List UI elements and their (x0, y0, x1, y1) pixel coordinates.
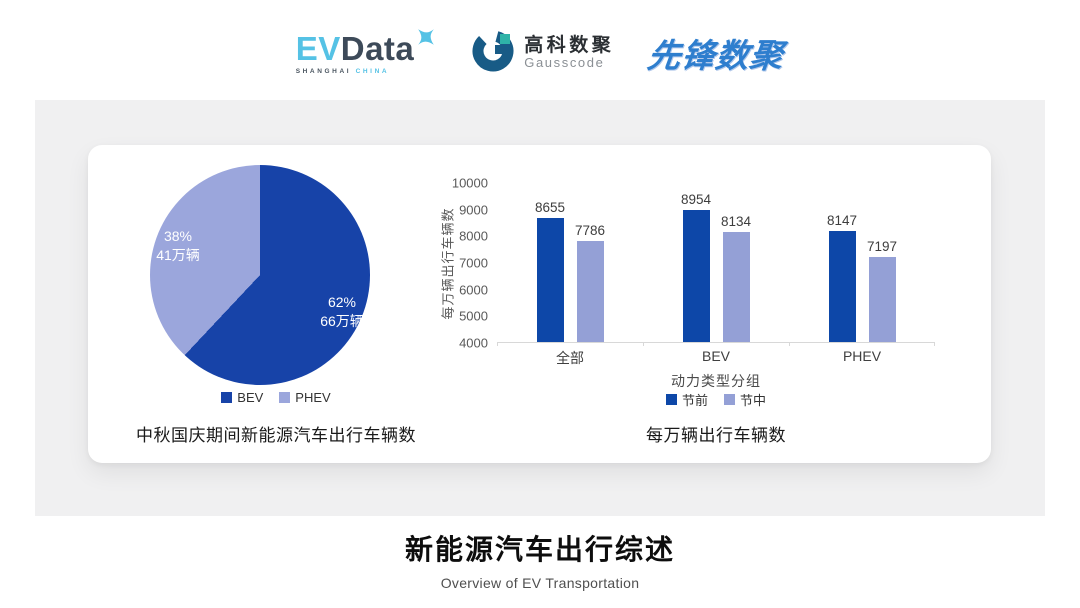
pie-slice-label-phev: 38% 41万辆 (133, 227, 223, 265)
bar-节前-全部 (536, 217, 564, 342)
evdata-ev-text: EV (295, 29, 341, 67)
bar-plot: 8655 7786 8954 8134 8147 7197 (497, 183, 935, 346)
legend-swatch (221, 392, 233, 403)
bar-节中-全部 (576, 241, 604, 342)
evdata-tagline-left: SHANGHAI (295, 67, 352, 75)
x-tick-label: BEV (701, 348, 730, 364)
footer: 新能源汽车出行综述 Overview of EV Transportation (0, 528, 1080, 591)
pie-slice-label-bev: 62% 66万辆 (292, 293, 392, 331)
bar-wrap: 8147 (827, 213, 857, 342)
y-tick-label: 4000 (459, 335, 488, 351)
legend-item-节前: 节前 (665, 390, 708, 409)
axis-tick-mark (934, 342, 935, 346)
bar-chart-title: 每万辆出行车辆数 (646, 426, 786, 445)
legend-swatch (279, 392, 291, 403)
legend-swatch (724, 394, 735, 405)
pie-slice-phev-pct: 38% (163, 228, 193, 244)
bar-节前-BEV (682, 209, 710, 342)
bar-group-全部: 8655 7786 (497, 183, 643, 342)
legend-label: PHEV (295, 390, 331, 405)
content-panel: 38% 41万辆 62% 66万辆 BEV PHEV 中秋国庆期间新能源汽车出行车… (35, 100, 1045, 516)
axis-tick-mark (642, 342, 644, 346)
page-subtitle: Overview of EV Transportation (440, 575, 640, 591)
pie-graphic (150, 165, 370, 385)
pie-chart: 38% 41万辆 62% 66万辆 BEV PHEV 中秋国庆期间新能源汽车出行车… (88, 145, 464, 463)
bar-chart: 每万辆出行车辆数 4000 5000 6000 7000 8000 9000 10000 8… (438, 145, 991, 463)
bar-节中-PHEV (868, 256, 896, 342)
axis-tick-mark (497, 342, 498, 346)
gausscode-cn-text: 高科数聚 (524, 34, 615, 56)
pie-legend: BEV PHEV (88, 390, 464, 405)
evdata-logo: EV Data SHANGHAI CHINA (295, 28, 438, 75)
legend-swatch (665, 394, 677, 405)
bar-wrap: 7197 (867, 239, 897, 342)
pie-slice-bev-count: 66万辆 (320, 312, 364, 329)
legend-label: 节中 (740, 393, 767, 408)
evdata-data-text: Data (340, 29, 415, 67)
bar-wrap: 7786 (575, 223, 605, 342)
gausscode-g-icon (471, 29, 515, 78)
axis-tick-mark (789, 342, 790, 346)
y-tick-label: 6000 (459, 282, 488, 298)
bar-节中-BEV (722, 231, 750, 342)
bar-x-tick-labels: 全部 BEV PHEV (497, 348, 935, 368)
evdata-tagline: SHANGHAI CHINA (296, 68, 389, 75)
bar-y-ticks: 4000 5000 6000 7000 8000 9000 10000 (438, 176, 488, 351)
bar-group-bev: 8954 8134 (643, 183, 789, 342)
bar-wrap: 8655 (535, 200, 565, 342)
y-tick-label: 10000 (451, 175, 488, 191)
gausscode-wordmark: 高科数聚 Gausscode (524, 35, 614, 72)
charts-card: 38% 41万辆 62% 66万辆 BEV PHEV 中秋国庆期间新能源汽车出行车… (88, 145, 991, 463)
sparkle-x-icon (415, 26, 437, 52)
bar-value-label: 8655 (534, 199, 566, 215)
bar-value-label: 8954 (680, 191, 712, 207)
legend-item-bev: BEV (221, 390, 263, 405)
y-tick-label: 9000 (459, 202, 488, 218)
bar-wrap: 8134 (721, 214, 751, 342)
y-tick-label: 5000 (459, 308, 488, 324)
bar-group-phev: 8147 7197 (789, 183, 935, 342)
logo-header: EV Data SHANGHAI CHINA (0, 16, 1080, 90)
bar-value-label: 7197 (866, 238, 898, 254)
legend-label: 节前 (681, 393, 708, 408)
y-tick-label: 7000 (459, 255, 488, 271)
evdata-wordmark: EV Data (295, 28, 438, 67)
page-title: 新能源汽车出行综述 (404, 534, 675, 565)
legend-label: BEV (237, 390, 264, 405)
legend-item-phev: PHEV (279, 390, 331, 405)
bar-value-label: 8147 (826, 213, 858, 229)
bar-x-axis-title: 动力类型分组 (671, 373, 761, 389)
pie-slice-phev-count: 41万辆 (156, 246, 200, 263)
gausscode-logo: 高科数聚 Gausscode (471, 29, 614, 78)
pie-slice-bev-pct: 62% (327, 294, 357, 310)
bar-value-label: 8134 (720, 213, 752, 229)
bar-legend: 节前 节中 (497, 390, 935, 409)
evdata-tagline-right: CHINA (355, 67, 390, 75)
legend-item-节中: 节中 (724, 390, 766, 409)
y-tick-label: 8000 (459, 228, 488, 244)
bar-wrap: 8954 (681, 192, 711, 342)
x-tick-label: PHEV (842, 348, 882, 364)
xianfeng-logo: 先锋数聚 (645, 29, 787, 77)
gausscode-en-text: Gausscode (524, 55, 605, 71)
x-tick-label: 全部 (556, 350, 584, 366)
bar-节前-PHEV (828, 231, 856, 342)
bar-value-label: 7786 (574, 223, 606, 238)
xianfeng-wordmark: 先锋数聚 (645, 37, 787, 74)
pie-chart-title: 中秋国庆期间新能源汽车出行车辆数 (136, 426, 416, 445)
